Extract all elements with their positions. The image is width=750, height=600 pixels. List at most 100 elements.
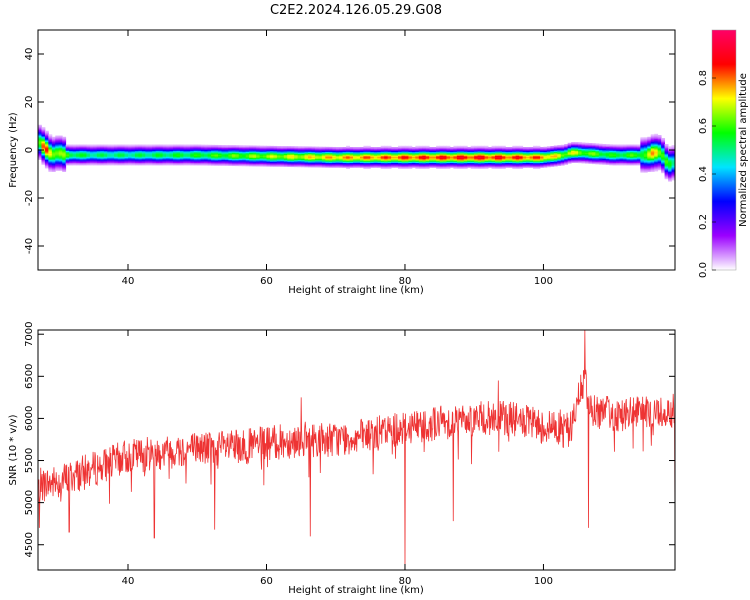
heatmap-cell [287,155,292,158]
heatmap-cell [602,163,607,165]
heatmap-cell [173,151,177,154]
heatmap-cell [314,146,319,149]
heatmap-cell [211,144,215,147]
heatmap-cell [443,159,447,161]
heatmap-cell [425,157,430,160]
heatmap-cell [44,132,49,134]
heatmap-cell [228,161,233,164]
y-tick-label: 6000 [24,406,35,431]
heatmap-cell [190,161,195,163]
heatmap-cell [353,154,357,156]
heatmap-cell [373,161,378,163]
heatmap-cell [256,156,260,159]
heatmap-cell [415,166,420,168]
heatmap-cell [96,160,101,162]
heatmap-cell [384,156,389,159]
heatmap-cell [76,145,80,148]
heatmap-cell [128,157,132,160]
heatmap-cell [263,148,267,150]
heatmap-cell [131,160,136,162]
heatmap-cell [38,147,42,150]
heatmap-cell [51,145,56,147]
heatmap-cell [550,158,555,160]
heatmap-cell [231,157,236,159]
heatmap-cell [456,147,461,149]
heatmap-cell [138,160,143,162]
heatmap-cell [124,149,129,151]
heatmap-cell [138,154,143,156]
heatmap-cell [294,155,299,158]
heatmap-cell [311,151,316,154]
heatmap-cell [207,162,212,165]
heatmap-cell [629,145,634,148]
heatmap-cell [661,168,666,170]
heatmap-cell [647,162,652,164]
heatmap-cell [83,163,87,166]
heatmap-cell [224,147,229,150]
heatmap-cell [474,148,479,150]
heatmap-cell [301,163,305,165]
heatmap-cell [325,154,330,156]
heatmap-cell [446,166,451,168]
heatmap-cell [640,156,645,159]
heatmap-cell [564,154,569,157]
heatmap-cell [605,144,610,146]
snr-x-label: Height of straight line (km) [288,585,424,596]
spectrogram-y-label: Frequency (Hz) [8,112,19,188]
heatmap-cell [609,156,614,159]
heatmap-cell [446,148,451,150]
heatmap-cell [481,145,485,148]
heatmap-cell [335,160,340,162]
heatmap-cell [252,163,257,166]
heatmap-cell [498,145,503,148]
heatmap-cell [249,157,254,160]
heatmap-cell [591,157,596,160]
heatmap-cell [183,148,188,150]
heatmap-cell [328,152,333,155]
heatmap-cell [636,151,641,154]
heatmap-cell [152,161,157,163]
heatmap-cell [242,162,247,164]
heatmap-cell [204,147,209,149]
heatmap-cell [283,160,288,163]
heatmap-cell [138,144,143,147]
heatmap-cell [141,144,146,147]
heatmap-cell [481,148,485,150]
heatmap-cell [543,152,548,155]
heatmap-cell [491,167,496,169]
heatmap-cell [325,166,330,168]
heatmap-cell [380,161,385,163]
heatmap-cell [443,167,447,169]
heatmap-cell [598,156,603,159]
heatmap-cell [456,154,461,156]
heatmap-cell [339,165,344,167]
heatmap-cell [553,160,558,162]
heatmap-cell [283,164,288,166]
heatmap-cell [657,159,662,161]
heatmap-cell [318,158,323,161]
heatmap-cell [526,155,530,157]
heatmap-cell [38,130,42,133]
heatmap-cell [591,162,596,165]
heatmap-cell [581,146,586,148]
heatmap-cell [266,153,271,155]
heatmap-cell [169,161,174,163]
heatmap-cell [494,160,499,162]
heatmap-cell [256,161,260,163]
heatmap-cell [429,165,434,167]
heatmap-cell [661,165,666,168]
heatmap-cell [401,155,406,157]
heatmap-cell [491,162,496,165]
heatmap-cell [204,160,209,162]
heatmap-cell [501,149,506,151]
heatmap-cell [62,146,67,148]
heatmap-cell [131,150,136,153]
heatmap-cell [543,162,548,164]
heatmap-cell [654,169,659,172]
heatmap-cell [55,169,60,171]
heatmap-cell [332,166,337,168]
heatmap-cell [522,157,527,160]
heatmap-cell [612,145,617,148]
heatmap-cell [505,147,510,149]
heatmap-cell [650,138,655,140]
